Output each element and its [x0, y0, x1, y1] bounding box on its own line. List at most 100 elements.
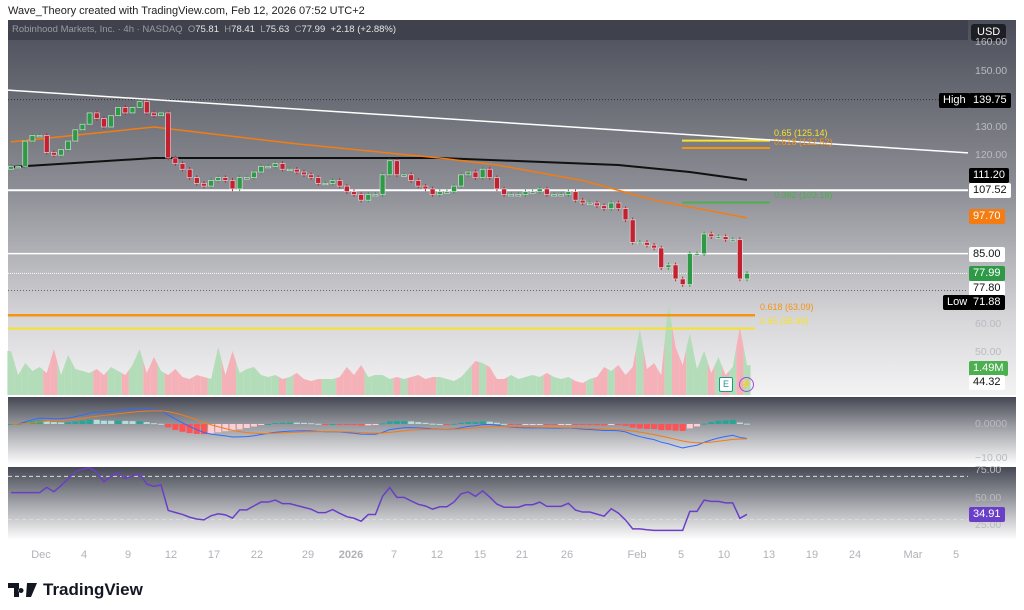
- price-tick: 60.00: [975, 318, 1002, 330]
- candle-body: [694, 253, 700, 256]
- fib-label-065-top: 0.65 (125.14): [774, 128, 828, 138]
- date-tick: Dec: [31, 549, 51, 561]
- macd-pane[interactable]: [8, 397, 1016, 465]
- candle-body: [601, 205, 607, 209]
- macd-histogram-bar: [508, 424, 515, 425]
- macd-histogram-bar: [636, 424, 643, 429]
- price-tick: 160.00: [975, 36, 1008, 48]
- candle-body: [215, 177, 222, 181]
- volume-area: [207, 363, 215, 395]
- currency-button[interactable]: USD: [971, 24, 1007, 41]
- low-marker-value: 71.88: [969, 295, 1005, 310]
- candle-body: [8, 166, 14, 170]
- candle-body: [301, 171, 307, 176]
- macd-histogram-bar: [643, 424, 650, 429]
- macd-histogram-bar: [236, 424, 243, 430]
- date-tick: Mar: [903, 549, 923, 561]
- credit-line: Wave_Theory created with TradingView.com…: [8, 5, 365, 17]
- date-tick: Feb: [627, 549, 647, 561]
- volume-area: [336, 372, 344, 395]
- rsi-pane[interactable]: [8, 467, 1016, 540]
- open-value: 75.81: [195, 24, 219, 35]
- macd-histogram-bar: [658, 424, 665, 431]
- macd-histogram-bar: [350, 424, 357, 426]
- volume-area: [586, 378, 594, 395]
- rsi-tick: 25.00: [975, 519, 1002, 531]
- level-107-label: 107.52: [969, 183, 1011, 198]
- symbol-name[interactable]: Robinhood Markets, Inc. · 4h · NASDAQ: [12, 24, 183, 35]
- fib-label-0618-top: 0.618 (122.52): [774, 137, 833, 147]
- candle-body: [651, 244, 657, 249]
- macd-histogram-bar: [193, 424, 200, 434]
- volume-area: [328, 378, 337, 395]
- volume-area: [50, 349, 58, 395]
- macd-histogram-bar: [472, 421, 479, 424]
- candle-body: [451, 185, 457, 193]
- earnings-icon[interactable]: E: [719, 377, 733, 392]
- candle-body: [308, 174, 314, 178]
- close-value: 77.99: [301, 24, 326, 35]
- volume-area: [143, 361, 151, 395]
- volume-axis-label: 44.32: [969, 375, 1005, 390]
- candle-body: [65, 140, 71, 150]
- volume-area: [443, 378, 451, 395]
- volume-area: [321, 379, 329, 395]
- macd-histogram-bar: [422, 422, 429, 424]
- volume-area: [521, 376, 530, 395]
- volume-area: [57, 362, 65, 395]
- candle-body: [701, 233, 707, 254]
- macd-histogram-bar: [365, 424, 372, 426]
- high-value: 78.41: [231, 24, 255, 35]
- volume-area: [228, 351, 237, 395]
- macd-histogram-bar: [343, 424, 350, 425]
- candle-body: [665, 264, 672, 268]
- lightning-event-icon[interactable]: ⚡: [739, 377, 754, 392]
- volume-area: [614, 365, 622, 395]
- candle-body: [744, 273, 750, 280]
- macd-histogram-bar: [186, 424, 193, 434]
- macd-histogram-bar: [715, 420, 722, 424]
- candle-body: [372, 194, 379, 197]
- macd-histogram-bar: [536, 424, 543, 425]
- volume-area: [36, 367, 44, 395]
- candle-body: [136, 101, 143, 108]
- candle-body: [265, 166, 272, 169]
- macd-histogram-bar: [408, 421, 415, 424]
- macd-histogram-bar: [465, 421, 472, 424]
- volume-area: [278, 377, 287, 395]
- macd-line: [11, 408, 748, 449]
- macd-histogram-bar: [272, 422, 279, 424]
- candle-body: [494, 177, 500, 190]
- low-value: 75.63: [265, 24, 290, 35]
- macd-histogram-bar: [529, 424, 536, 425]
- candle-body: [444, 191, 450, 194]
- candle-body: [58, 149, 64, 156]
- price-pane[interactable]: [8, 20, 1016, 395]
- macd-histogram-bar: [386, 421, 393, 424]
- volume-last-label: 1.49M: [969, 361, 1008, 376]
- macd-histogram-bar: [693, 424, 700, 427]
- date-tick: 24: [848, 549, 862, 561]
- candle-body: [15, 166, 21, 169]
- candle-body: [208, 180, 214, 187]
- candle-body: [472, 171, 479, 178]
- volume-area: [529, 375, 537, 395]
- macd-histogram-bar: [158, 423, 165, 425]
- candle-body: [158, 112, 164, 117]
- candle-body: [586, 202, 593, 205]
- candle-body: [629, 219, 636, 243]
- descending-trendline: [7, 89, 969, 154]
- macd-histogram-bar: [115, 420, 122, 424]
- volume-area: [571, 379, 580, 395]
- candle-body: [715, 236, 722, 239]
- macd-histogram-bar: [250, 424, 257, 427]
- macd-histogram-bar: [615, 424, 622, 426]
- macd-histogram-bar: [200, 424, 207, 435]
- macd-histogram-bar: [401, 420, 408, 424]
- macd-histogram-bar: [451, 423, 458, 425]
- volume-area: [686, 333, 694, 395]
- macd-histogram-bar: [593, 424, 600, 426]
- volume-area: [86, 371, 94, 395]
- volume-area: [500, 377, 508, 395]
